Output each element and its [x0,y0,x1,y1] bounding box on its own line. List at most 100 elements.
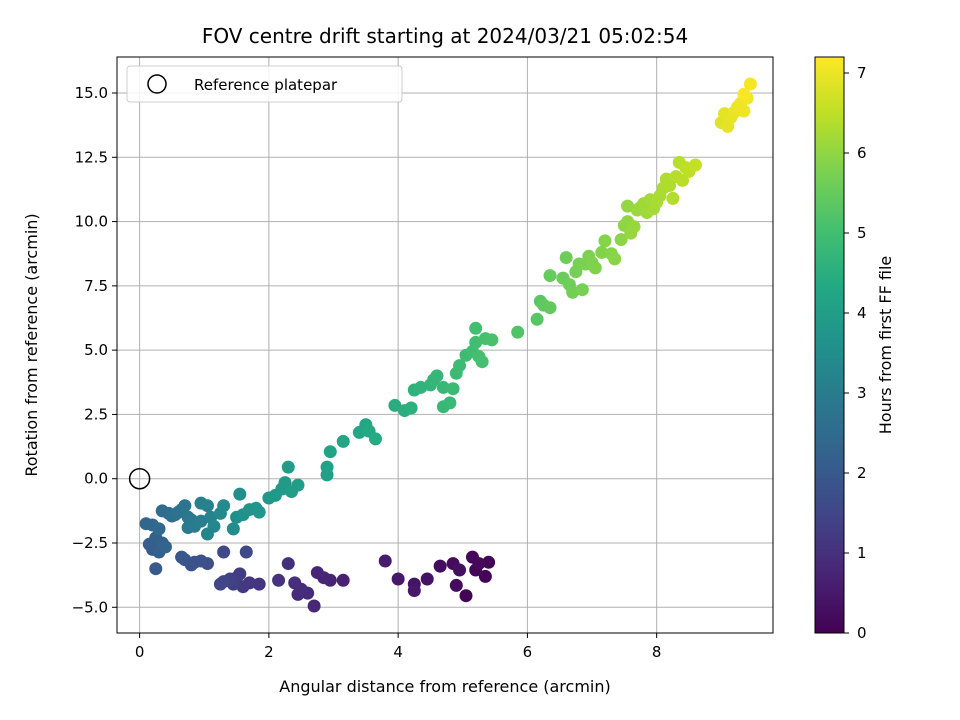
y-axis: −5.0 −2.5 0.0 2.5 5.0 7.5 10.0 12.5 15.0 [72,84,117,616]
data-point [688,158,702,172]
data-point [320,460,334,474]
data-point [737,104,751,118]
data-point [217,499,231,513]
grid [117,57,773,633]
y-tick-label: 12.5 [75,148,108,166]
data-point [175,550,189,564]
data-point [449,578,463,592]
data-point [595,245,609,259]
x-tick-label: 0 [135,643,145,661]
y-tick-label: −5.0 [72,598,108,616]
data-point [436,380,450,394]
data-point [430,369,444,383]
data-point [213,577,227,591]
y-tick-label: 2.5 [84,405,108,423]
data-point [178,499,192,513]
data-point [453,563,467,577]
data-point [272,573,286,587]
x-tick-label: 6 [523,643,533,661]
plot-frame [116,56,774,634]
data-point [369,432,383,446]
data-point [472,557,486,571]
data-point [307,599,321,613]
colorbar-tick-label: 0 [857,624,867,642]
data-point [200,499,214,513]
data-point [288,576,302,590]
data-point [336,573,350,587]
data-point [433,559,447,573]
data-point [291,478,305,492]
data-point [482,555,496,569]
colorbar-tick-label: 6 [857,144,867,162]
data-point [743,77,757,91]
colorbar-tick-label: 1 [857,544,867,562]
data-point [475,355,489,369]
x-tick-label: 8 [652,643,662,661]
data-point [663,179,677,193]
data-point [453,359,467,373]
data-point [158,540,172,554]
data-point [614,233,628,247]
colorbar-tick-label: 2 [857,464,867,482]
data-point [233,487,247,501]
data-point [543,301,557,315]
data-point [608,252,622,266]
colorbar-tick-label: 3 [857,384,867,402]
data-point [469,321,483,335]
data-point [323,445,337,459]
y-tick-label: −2.5 [72,534,108,552]
data-point [459,589,473,603]
y-axis-label: Rotation from reference (arcmin) [22,213,41,476]
data-point [336,434,350,448]
chart-title: FOV centre drift starting at 2024/03/21 … [202,24,688,48]
y-tick-label: 15.0 [75,84,108,102]
colorbar-tick-label: 4 [857,304,867,322]
data-point [239,545,253,559]
data-point [511,325,525,339]
data-point [226,522,240,536]
data-points [128,77,757,613]
data-point [388,398,402,412]
data-point [152,522,166,536]
data-point [378,554,392,568]
data-point [478,569,492,583]
legend: Reference platepar [126,65,403,103]
data-point [598,234,612,248]
y-tick-label: 10.0 [75,213,108,231]
data-point [207,519,221,533]
colorbar-label: Hours from first FF file [876,256,895,435]
x-axis-label: Angular distance from reference (arcmin) [279,677,610,696]
data-point [627,220,641,234]
data-point [281,557,295,571]
data-point [420,572,434,586]
legend-box [126,65,403,103]
data-point [404,401,418,415]
colorbar-tick-label: 7 [857,64,867,82]
x-axis: 0 2 4 6 8 [135,633,662,661]
x-tick-label: 4 [393,643,403,661]
data-point [217,545,231,559]
data-point [252,577,266,591]
data-point [485,333,499,347]
data-point [252,505,266,519]
data-point [446,382,460,396]
data-point [310,566,324,580]
data-point [530,312,544,326]
reference-platepar-marker [128,467,151,490]
data-point [407,584,421,598]
data-point [391,572,405,586]
data-point [149,562,163,576]
data-point [737,87,751,101]
y-tick-label: 7.5 [84,277,108,295]
data-point [666,191,680,205]
data-point [281,460,295,474]
data-point [543,269,557,283]
data-point [443,396,457,410]
data-point [559,251,573,265]
y-tick-label: 5.0 [84,341,108,359]
legend-marker-open-circle [147,74,167,94]
data-point [676,173,690,187]
colorbar-tick-label: 5 [857,224,867,242]
data-point [291,587,305,601]
